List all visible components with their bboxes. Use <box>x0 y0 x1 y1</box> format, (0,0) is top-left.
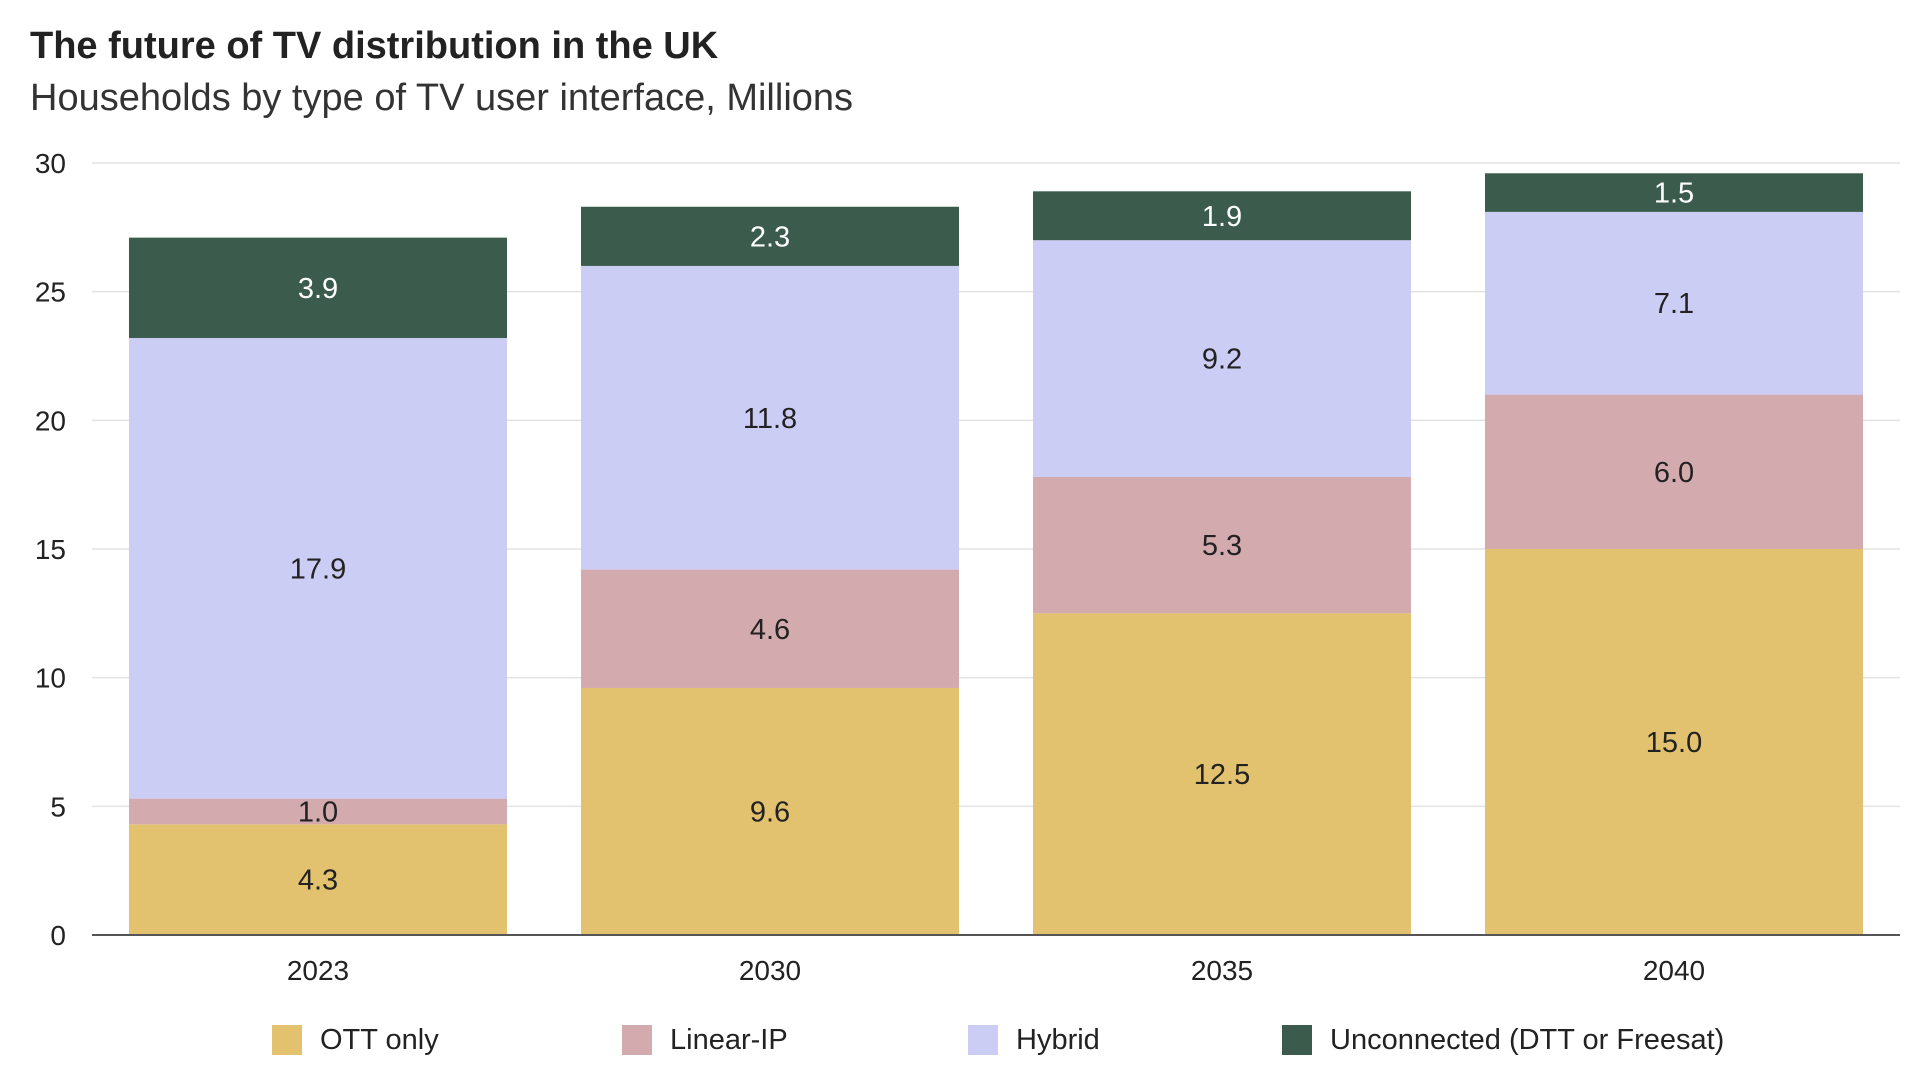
data-label: 3.9 <box>298 273 338 305</box>
legend-item: Linear-IP <box>622 1020 788 1060</box>
bar-segment <box>581 687 959 935</box>
data-label: 17.9 <box>290 553 346 585</box>
chart-subtitle: Households by type of TV user interface,… <box>30 77 854 119</box>
bar-segment <box>1033 240 1411 477</box>
data-label: 5.3 <box>1202 530 1242 562</box>
data-label: 1.9 <box>1202 201 1242 233</box>
y-tick-label: 15 <box>35 534 66 565</box>
bar-segment <box>581 265 959 570</box>
legend-label: OTT only <box>320 1023 439 1056</box>
legend-swatch <box>622 1025 652 1055</box>
data-label: 2.3 <box>750 221 790 253</box>
bar-segment <box>1485 549 1863 935</box>
y-tick-label: 5 <box>50 791 66 822</box>
data-label: 7.1 <box>1654 288 1694 320</box>
data-label: 6.0 <box>1654 457 1694 489</box>
data-label: 4.3 <box>298 865 338 897</box>
stacked-bar-chart: 0 5 10 15 20 25 30 4.3 1.0 17.9 3.9 2023 9.6 4.6 11.8 2… <box>35 148 1900 986</box>
bar-segment <box>1033 191 1411 241</box>
legend-label: Unconnected (DTT or Freesat) <box>1330 1023 1725 1056</box>
legend-swatch <box>272 1025 302 1055</box>
data-label: 11.8 <box>743 403 797 435</box>
data-label: 4.6 <box>750 614 790 646</box>
bar-segment <box>1485 211 1863 395</box>
bar-segment <box>1485 394 1863 549</box>
bar-segment <box>1033 613 1411 935</box>
chart-header: The future of TV distribution in the UK … <box>30 18 1890 122</box>
x-tick-label: 2030 <box>739 955 801 986</box>
data-label: 15.0 <box>1646 727 1702 759</box>
legend-swatch <box>968 1025 998 1055</box>
legend-item: OTT only <box>272 1020 439 1060</box>
bar-segment <box>1033 476 1411 614</box>
y-tick-label: 30 <box>35 148 66 179</box>
bar-segment <box>1485 173 1863 212</box>
y-tick-label: 0 <box>50 920 66 951</box>
legend-swatch <box>1282 1025 1312 1055</box>
y-tick-label: 10 <box>35 663 66 694</box>
bar-segment <box>581 569 959 688</box>
x-tick-label: 2040 <box>1643 955 1705 986</box>
chart-legend: OTT only Linear-IP Hybrid Unconnected (DTT … <box>0 1020 1920 1060</box>
data-label: 12.5 <box>1194 759 1250 791</box>
bar-segment <box>129 824 507 935</box>
chart-title: The future of TV distribution in the UK <box>30 25 719 67</box>
bar-segment <box>129 337 507 799</box>
data-label: 1.0 <box>298 796 338 828</box>
legend-item: Hybrid <box>968 1020 1100 1060</box>
legend-item: Unconnected (DTT or Freesat) <box>1282 1020 1724 1060</box>
data-label: 9.6 <box>750 796 790 828</box>
legend-label: Hybrid <box>1016 1023 1100 1056</box>
y-tick-label: 20 <box>35 405 66 436</box>
data-label: 1.5 <box>1654 178 1694 210</box>
y-tick-label: 25 <box>35 277 66 308</box>
bar-segment <box>129 798 507 825</box>
bar-segment <box>581 206 959 266</box>
x-tick-label: 2023 <box>287 955 349 986</box>
bar-segment <box>129 237 507 338</box>
legend-label: Linear-IP <box>670 1023 788 1056</box>
data-label: 9.2 <box>1202 344 1242 376</box>
x-tick-label: 2035 <box>1191 955 1253 986</box>
